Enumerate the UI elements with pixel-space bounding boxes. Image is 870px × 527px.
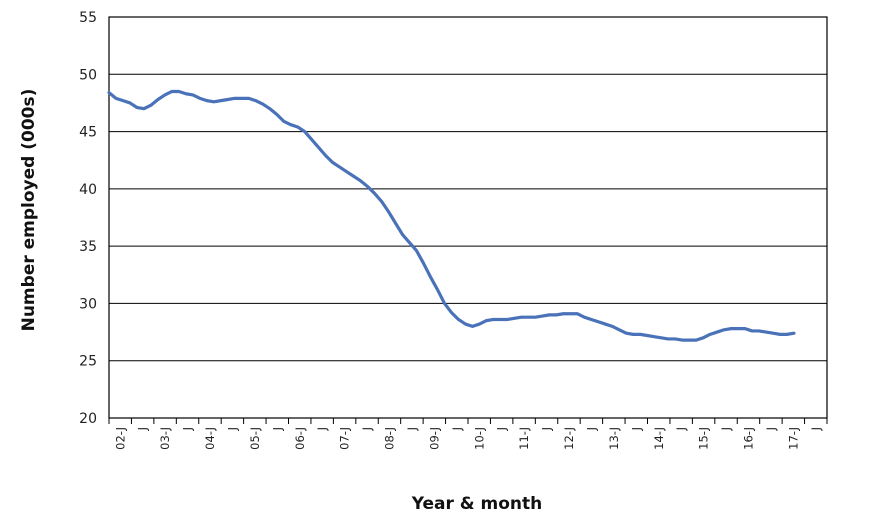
x-tick-label: J (674, 427, 688, 431)
x-tick-label: 17-J (786, 427, 800, 450)
x-tick-label: 12-J (562, 427, 576, 450)
x-axis-ticks: 02-J J 03-J J 04-J J 05-J J 06-J J 07-J J 08-J J 09-J J… (108, 418, 828, 450)
x-tick-label: 14-J (652, 427, 666, 450)
x-tick-label: J (719, 427, 733, 431)
x-tick-label: 13-J (607, 427, 621, 450)
x-tick-label: 05-J (248, 427, 262, 450)
y-axis-title: Number employed (000s) (19, 89, 39, 332)
y-tick-label: 25 (79, 354, 97, 370)
y-tick-label: 55 (79, 10, 97, 26)
employment-series-line (107, 89, 796, 342)
plot-area-border (108, 16, 828, 419)
y-tick-label: 35 (79, 239, 97, 255)
x-tick-label: J (136, 427, 150, 431)
x-tick-label: 15-J (697, 427, 711, 450)
y-tick-label: 40 (79, 182, 97, 198)
x-tick-label: J (540, 427, 554, 431)
gridlines (109, 73, 827, 362)
x-tick-label: J (584, 427, 598, 431)
x-tick-label: J (764, 427, 778, 431)
x-tick-label: 03-J (158, 427, 172, 450)
x-tick-label: J (629, 427, 643, 431)
y-tick-label: 50 (79, 67, 97, 83)
x-tick-label: J (181, 427, 195, 431)
x-tick-label: J (809, 427, 823, 431)
x-tick-label: 07-J (338, 427, 352, 450)
x-tick-label: 02-J (113, 427, 127, 450)
x-tick-label: J (450, 427, 464, 431)
x-tick-label: J (405, 427, 419, 431)
y-tick-label: 20 (79, 411, 97, 427)
y-tick-label: 30 (79, 296, 97, 312)
y-axis-ticks: 20 25 30 35 40 45 50 55 (79, 10, 97, 427)
x-tick-label: 06-J (293, 427, 307, 450)
x-tick-label: 16-J (741, 427, 755, 450)
x-tick-label: 09-J (427, 427, 441, 450)
x-axis-title: Year & month (411, 494, 543, 514)
x-tick-label: J (270, 427, 284, 431)
x-tick-label: J (315, 427, 329, 431)
x-tick-label: 08-J (382, 427, 396, 450)
x-tick-label: 04-J (203, 427, 217, 450)
y-tick-label: 45 (79, 125, 97, 141)
x-tick-label: J (225, 427, 239, 431)
x-tick-label: 10-J (472, 427, 486, 450)
x-tick-label: J (360, 427, 374, 431)
x-tick-label: 11-J (517, 427, 531, 450)
x-tick-label: J (495, 427, 509, 431)
